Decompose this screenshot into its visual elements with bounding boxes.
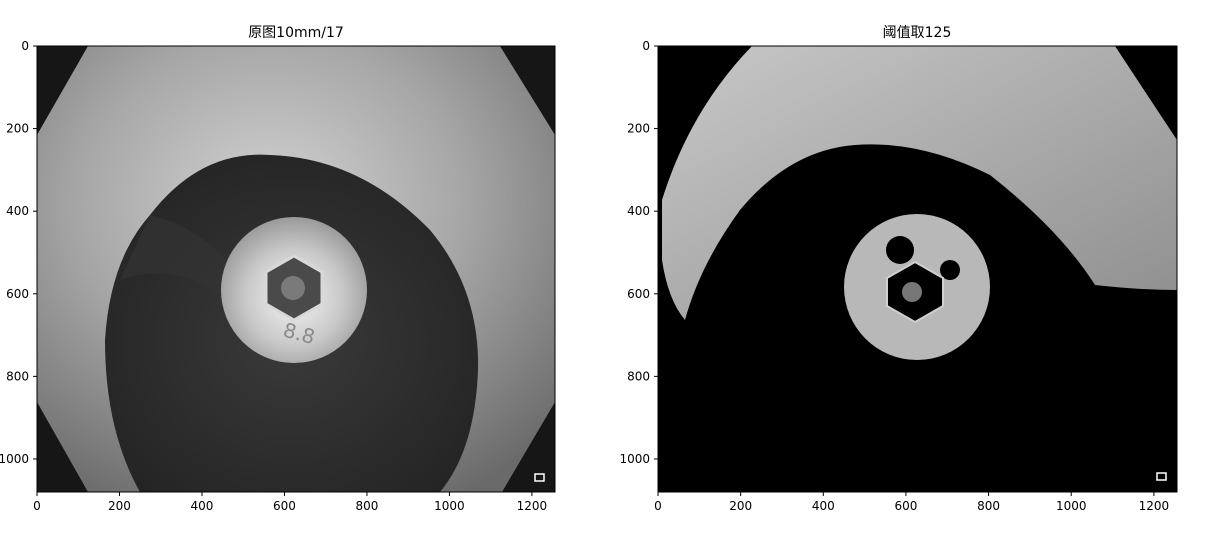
right-panel-title: 阈值取125 [883, 25, 952, 41]
original-photo: 8.8 [37, 46, 555, 492]
marker-square-right [1156, 472, 1167, 481]
x-tick-label: 1200 [517, 499, 548, 513]
y-tick-label: 600 [627, 287, 650, 301]
y-tick-label: 400 [6, 204, 29, 218]
x-tick-label: 1000 [1056, 499, 1087, 513]
left-image-panel: 原图10mm/17 8.8 0 200 400 600 800 1000 1200 0 200… [0, 25, 556, 513]
left-y-axis: 0 200 400 600 800 1000 [0, 39, 37, 466]
y-tick-label: 200 [6, 122, 29, 136]
threshold-image [658, 46, 1177, 492]
x-tick-label: 600 [273, 499, 296, 513]
y-tick-label: 400 [627, 204, 650, 218]
y-tick-label: 200 [627, 122, 650, 136]
y-tick-label: 0 [642, 39, 650, 53]
right-y-axis: 0 200 400 600 800 1000 [619, 39, 658, 466]
y-tick-label: 0 [21, 39, 29, 53]
y-tick-label: 600 [6, 287, 29, 301]
x-tick-label: 800 [355, 499, 378, 513]
x-tick-label: 0 [654, 499, 662, 513]
left-panel-title: 原图10mm/17 [248, 25, 344, 41]
y-tick-label: 1000 [0, 452, 29, 466]
x-tick-label: 0 [33, 499, 41, 513]
right-image-panel: 阈值取125 0 200 400 600 800 1000 1200 0 200 400 600 8… [619, 25, 1178, 513]
x-tick-label: 800 [977, 499, 1000, 513]
left-x-axis: 0 200 400 600 800 1000 1200 [33, 492, 547, 513]
y-tick-label: 800 [627, 369, 650, 383]
x-tick-label: 1200 [1139, 499, 1170, 513]
x-tick-label: 200 [729, 499, 752, 513]
marker-square [534, 473, 545, 482]
right-axes-frame [657, 45, 1178, 493]
right-x-axis: 0 200 400 600 800 1000 1200 [654, 492, 1169, 513]
x-tick-label: 600 [894, 499, 917, 513]
x-tick-label: 400 [812, 499, 835, 513]
x-tick-label: 1000 [434, 499, 465, 513]
y-tick-label: 800 [6, 369, 29, 383]
x-tick-label: 200 [108, 499, 131, 513]
x-tick-label: 400 [191, 499, 214, 513]
bright-arc-region [662, 46, 1177, 320]
y-tick-label: 1000 [619, 452, 650, 466]
left-axes-frame [36, 45, 556, 493]
